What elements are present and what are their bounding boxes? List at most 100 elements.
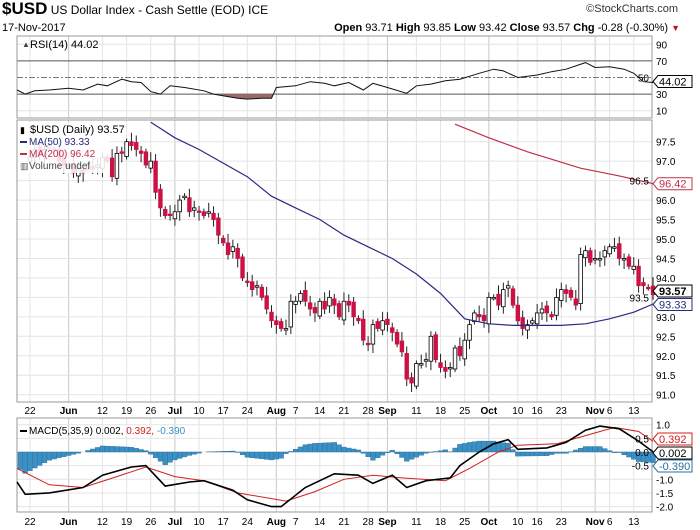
- candle-body: [365, 342, 371, 346]
- candlestick: [288, 294, 294, 334]
- macd-histogram-bar: [75, 451, 81, 454]
- candle-body: [409, 377, 414, 384]
- candlestick: [124, 138, 129, 160]
- macd-histogram-bar: [17, 451, 23, 470]
- macd-histogram-bar: [157, 451, 164, 462]
- x-tick-label: 21: [338, 517, 350, 528]
- price-tick-label: 93.5: [630, 293, 650, 304]
- macd-histogram-bar: [534, 451, 540, 457]
- candle-body: [211, 212, 216, 220]
- candlestick: [428, 331, 434, 371]
- candlestick: [476, 305, 482, 322]
- macd-value-tag: 0.002: [652, 446, 693, 460]
- macd-histogram-bar: [423, 451, 429, 454]
- candlestick: [544, 300, 550, 322]
- candlestick: [626, 253, 632, 270]
- macd-tick-label: 0.5: [635, 434, 649, 445]
- macd-chart: [16, 425, 656, 508]
- candlestick: [172, 204, 178, 226]
- price-legend: ▮ $USD (Daily) 93.57 MA(50) 93.33 MA(200…: [18, 123, 125, 173]
- candlestick: [269, 305, 274, 328]
- macd-histogram-bar: [466, 442, 473, 453]
- candle-body: [607, 246, 612, 255]
- candlestick: [370, 319, 376, 354]
- candle-body: [414, 363, 419, 387]
- macd-histogram-bar: [404, 451, 410, 462]
- macd-histogram-bar: [162, 451, 168, 465]
- candlestick: [225, 233, 231, 260]
- chart-date: 17-Nov-2017: [2, 22, 66, 34]
- x-tick-label: 14: [314, 406, 326, 417]
- x-tick-label: Nov: [586, 517, 605, 528]
- candle-body: [549, 314, 554, 318]
- candlestick: [303, 281, 308, 307]
- macd-histogram-bar: [152, 451, 159, 458]
- candle-body: [356, 317, 361, 322]
- candle-body: [646, 286, 651, 290]
- macd-histogram-bar: [283, 451, 289, 454]
- macd-histogram-bar: [138, 449, 144, 453]
- macd-histogram-bar: [278, 451, 284, 459]
- macd-histogram-bar: [365, 451, 371, 457]
- candlestick: [119, 146, 124, 163]
- candlestick: [148, 152, 153, 174]
- macd-histogram-bar: [360, 451, 366, 454]
- macd-histogram-bar: [524, 451, 531, 457]
- candle-body: [525, 324, 530, 331]
- symbol: $USD: [2, 0, 48, 18]
- candlestick: [109, 149, 115, 182]
- macd-histogram-bar: [384, 451, 391, 453]
- candlestick: [583, 245, 588, 267]
- macd-histogram-bar: [379, 451, 386, 456]
- x-tick-label: 17: [218, 517, 230, 528]
- macd-histogram-bar: [167, 451, 173, 463]
- exchange: ICE: [248, 3, 269, 17]
- macd-histogram-bar: [573, 449, 579, 453]
- candle-body: [278, 321, 284, 329]
- signal-value-tag-text: 0.392: [659, 434, 687, 446]
- macd-histogram-bar: [244, 451, 250, 458]
- x-tick-label: 18: [435, 517, 447, 528]
- candle-body: [621, 258, 627, 261]
- candle-body: [303, 289, 308, 302]
- macd-histogram-bar: [582, 446, 589, 453]
- macd-histogram-bar: [37, 451, 43, 466]
- macd-histogram-bar: [268, 451, 275, 461]
- candle-body: [612, 246, 617, 249]
- candle-body: [240, 256, 245, 279]
- x-tick-label: Aug: [267, 517, 286, 528]
- candle-body: [216, 217, 221, 236]
- x-tick-label: 28: [363, 406, 375, 417]
- legend-price: $USD (Daily) 93.57: [30, 124, 125, 136]
- candlestick: [138, 145, 144, 163]
- candlestick: [592, 249, 598, 265]
- macd-panel: [16, 417, 653, 513]
- candle-body: [143, 151, 149, 166]
- x-tick-label: 19: [121, 406, 133, 417]
- candlestick: [404, 346, 409, 387]
- candle-body: [399, 340, 405, 353]
- candle-body: [597, 258, 603, 261]
- candlestick: [293, 296, 298, 314]
- candlestick: [525, 319, 530, 340]
- macd-histogram-bar: [186, 451, 192, 456]
- candlestick: [230, 239, 236, 259]
- candlestick: [612, 237, 617, 252]
- candle-body: [327, 296, 332, 307]
- x-tick-label: 17: [218, 406, 230, 417]
- x-tick-label: Jun: [60, 517, 78, 528]
- candle-body: [129, 141, 134, 146]
- candlestick: [554, 288, 559, 321]
- candlestick: [235, 243, 240, 268]
- candle-body: [361, 318, 366, 341]
- candlestick: [351, 296, 356, 326]
- hist-value-tag-text: -0.390: [659, 461, 690, 473]
- candle-body: [501, 289, 506, 308]
- candlestick: [336, 300, 342, 320]
- change-value: -0.28 (-0.30%): [597, 22, 669, 34]
- candlestick: [274, 315, 279, 334]
- candle-body: [245, 280, 250, 283]
- x-tick-label: 26: [145, 517, 157, 528]
- x-tick-label: 13: [628, 517, 640, 528]
